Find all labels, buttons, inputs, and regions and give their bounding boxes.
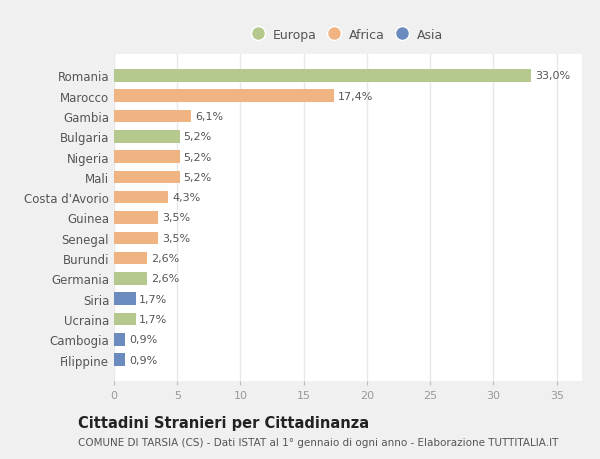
Text: 17,4%: 17,4%	[338, 91, 373, 101]
Bar	[114, 212, 158, 224]
Text: 3,5%: 3,5%	[162, 213, 190, 223]
Text: 5,2%: 5,2%	[184, 152, 212, 162]
Bar	[114, 131, 180, 143]
Text: 2,6%: 2,6%	[151, 253, 179, 263]
Text: COMUNE DI TARSIA (CS) - Dati ISTAT al 1° gennaio di ogni anno - Elaborazione TUT: COMUNE DI TARSIA (CS) - Dati ISTAT al 1°…	[78, 437, 559, 447]
Text: 0,9%: 0,9%	[129, 335, 157, 345]
Bar	[114, 293, 136, 305]
Bar	[114, 353, 125, 366]
Text: 1,7%: 1,7%	[139, 294, 167, 304]
Text: 5,2%: 5,2%	[184, 173, 212, 183]
Bar	[114, 252, 147, 265]
Bar	[114, 313, 136, 325]
Text: Cittadini Stranieri per Cittadinanza: Cittadini Stranieri per Cittadinanza	[78, 415, 369, 431]
Legend: Europa, Africa, Asia: Europa, Africa, Asia	[249, 25, 447, 46]
Bar	[114, 171, 180, 184]
Bar	[114, 151, 180, 163]
Bar	[114, 273, 147, 285]
Bar	[114, 90, 334, 103]
Text: 4,3%: 4,3%	[172, 193, 200, 203]
Bar	[114, 232, 158, 245]
Text: 33,0%: 33,0%	[535, 71, 571, 81]
Text: 6,1%: 6,1%	[195, 112, 223, 122]
Bar	[114, 333, 125, 346]
Bar	[114, 70, 532, 83]
Bar	[114, 111, 191, 123]
Bar	[114, 191, 169, 204]
Text: 3,5%: 3,5%	[162, 233, 190, 243]
Text: 1,7%: 1,7%	[139, 314, 167, 325]
Text: 2,6%: 2,6%	[151, 274, 179, 284]
Text: 5,2%: 5,2%	[184, 132, 212, 142]
Text: 0,9%: 0,9%	[129, 355, 157, 365]
